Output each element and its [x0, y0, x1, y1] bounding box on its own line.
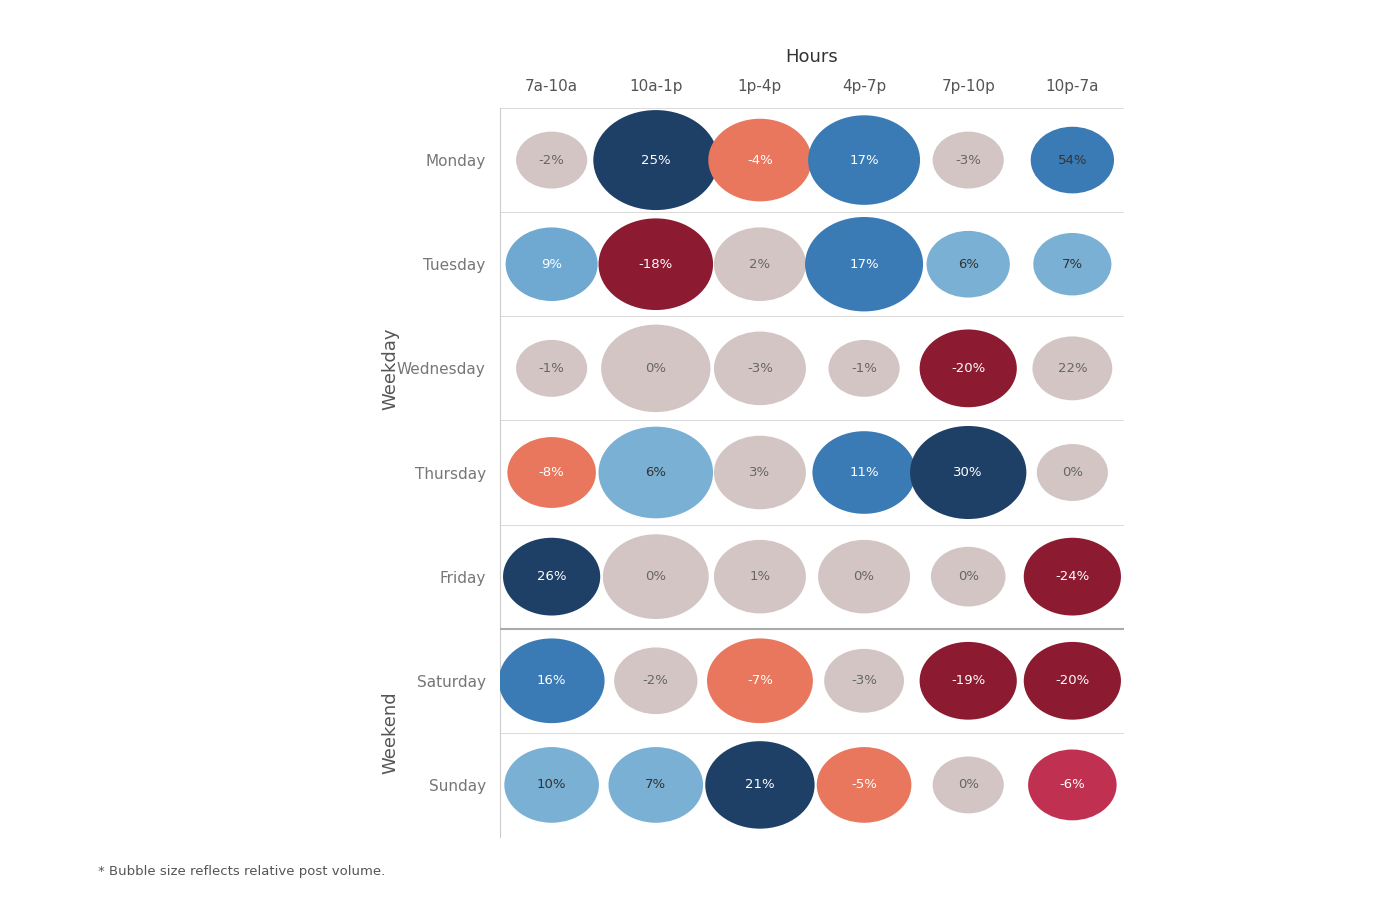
Ellipse shape	[707, 638, 813, 723]
Text: -2%: -2%	[643, 674, 669, 688]
Ellipse shape	[714, 436, 806, 509]
Ellipse shape	[1030, 127, 1114, 194]
Ellipse shape	[599, 219, 713, 310]
Text: -4%: -4%	[748, 154, 773, 166]
Text: -18%: -18%	[638, 257, 673, 271]
Ellipse shape	[932, 757, 1004, 814]
Text: Weekday: Weekday	[381, 327, 399, 410]
Ellipse shape	[818, 540, 910, 614]
Text: 25%: 25%	[641, 154, 671, 166]
Text: -19%: -19%	[951, 674, 986, 688]
Text: 17%: 17%	[850, 257, 879, 271]
Text: 30%: 30%	[953, 466, 983, 479]
Ellipse shape	[1023, 538, 1121, 616]
Ellipse shape	[1037, 444, 1107, 501]
Ellipse shape	[1033, 233, 1112, 295]
Text: -3%: -3%	[851, 674, 876, 688]
Text: 17%: 17%	[850, 154, 879, 166]
Text: 54%: 54%	[1057, 154, 1088, 166]
Ellipse shape	[504, 747, 599, 823]
Ellipse shape	[594, 110, 718, 210]
Ellipse shape	[1032, 337, 1112, 400]
Text: 22%: 22%	[1057, 362, 1088, 375]
Ellipse shape	[910, 426, 1026, 519]
Ellipse shape	[808, 115, 920, 205]
Text: 0%: 0%	[645, 362, 666, 375]
Text: 26%: 26%	[536, 570, 567, 583]
Ellipse shape	[812, 431, 916, 514]
Ellipse shape	[829, 340, 900, 397]
Ellipse shape	[927, 231, 1009, 298]
Ellipse shape	[505, 228, 598, 301]
Ellipse shape	[603, 535, 708, 619]
Text: -1%: -1%	[539, 362, 564, 375]
Ellipse shape	[825, 649, 904, 713]
Ellipse shape	[708, 119, 812, 202]
Ellipse shape	[503, 538, 601, 616]
Ellipse shape	[601, 325, 710, 412]
Text: 3%: 3%	[749, 466, 770, 479]
Text: 2%: 2%	[749, 257, 770, 271]
Ellipse shape	[615, 647, 697, 714]
Text: -1%: -1%	[851, 362, 876, 375]
Ellipse shape	[714, 228, 806, 301]
Ellipse shape	[932, 131, 1004, 188]
Text: -20%: -20%	[951, 362, 986, 375]
Ellipse shape	[517, 131, 587, 188]
Text: 9%: 9%	[542, 257, 563, 271]
Text: -5%: -5%	[851, 778, 876, 791]
Text: * Bubble size reflects relative post volume.: * Bubble size reflects relative post vol…	[98, 865, 385, 878]
Ellipse shape	[517, 340, 587, 397]
Ellipse shape	[920, 642, 1016, 720]
Text: 16%: 16%	[536, 674, 567, 688]
Ellipse shape	[1023, 642, 1121, 720]
Text: 0%: 0%	[1061, 466, 1082, 479]
Text: 7%: 7%	[645, 778, 666, 791]
Text: 6%: 6%	[958, 257, 979, 271]
Text: 0%: 0%	[645, 570, 666, 583]
Ellipse shape	[609, 747, 703, 823]
Ellipse shape	[714, 331, 806, 405]
Text: Weekend: Weekend	[381, 691, 399, 774]
X-axis label: Hours: Hours	[785, 49, 839, 67]
Text: 1%: 1%	[749, 570, 770, 583]
Text: -8%: -8%	[539, 466, 564, 479]
Text: -3%: -3%	[748, 362, 773, 375]
Text: -3%: -3%	[955, 154, 981, 166]
Text: -24%: -24%	[1056, 570, 1089, 583]
Ellipse shape	[507, 437, 596, 508]
Text: 0%: 0%	[854, 570, 875, 583]
Ellipse shape	[816, 747, 911, 823]
Text: -2%: -2%	[539, 154, 564, 166]
Text: -20%: -20%	[1056, 674, 1089, 688]
Ellipse shape	[714, 540, 806, 614]
Ellipse shape	[498, 638, 605, 723]
Text: 6%: 6%	[645, 466, 666, 479]
Ellipse shape	[920, 329, 1016, 407]
Ellipse shape	[931, 547, 1005, 607]
Text: 10%: 10%	[536, 778, 567, 791]
Text: -6%: -6%	[1060, 778, 1085, 791]
Text: 21%: 21%	[745, 778, 774, 791]
Ellipse shape	[805, 217, 923, 311]
Text: 0%: 0%	[958, 778, 979, 791]
Text: 11%: 11%	[850, 466, 879, 479]
Text: -7%: -7%	[748, 674, 773, 688]
Ellipse shape	[1028, 750, 1117, 820]
Text: 7%: 7%	[1061, 257, 1084, 271]
Ellipse shape	[599, 427, 713, 518]
Text: 0%: 0%	[958, 570, 979, 583]
Ellipse shape	[706, 742, 815, 829]
